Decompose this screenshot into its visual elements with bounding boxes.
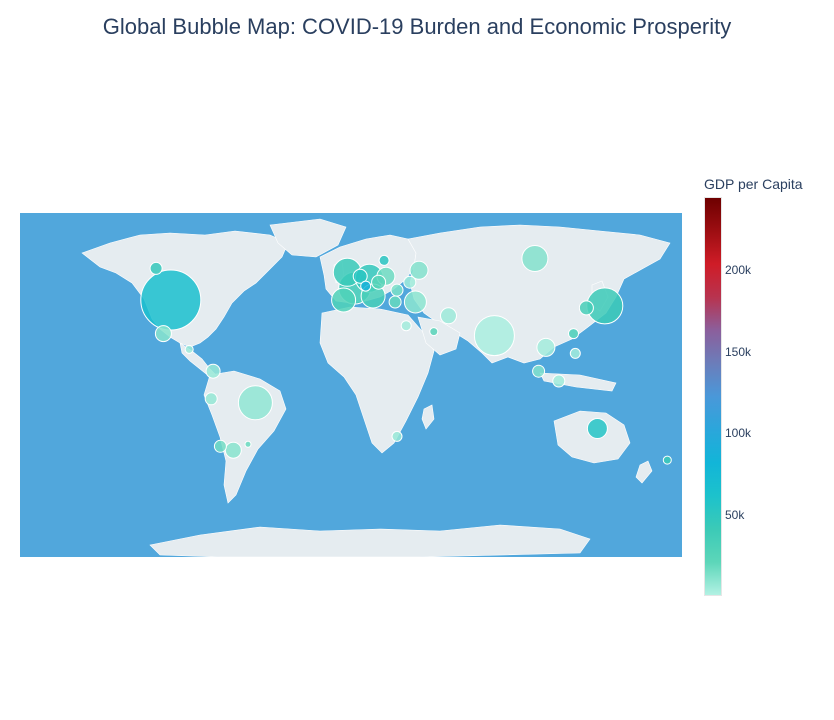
- land-arabia: [417, 316, 461, 356]
- bubble-marker[interactable]: [140, 269, 202, 331]
- bubble-marker[interactable]: [536, 337, 556, 357]
- bubble-marker[interactable]: [352, 268, 368, 284]
- colorbar-tick-label: 150k: [725, 344, 752, 359]
- bubble-marker[interactable]: [552, 374, 566, 388]
- colorbar-tick-label: 100k: [725, 426, 752, 441]
- bubble-marker[interactable]: [429, 327, 439, 337]
- bubble-marker[interactable]: [409, 260, 429, 280]
- bubble-marker[interactable]: [568, 328, 579, 340]
- bubble-marker[interactable]: [378, 254, 390, 266]
- bubble-marker[interactable]: [331, 287, 357, 313]
- land-new-zealand: [635, 460, 653, 484]
- bubble-marker[interactable]: [205, 363, 221, 379]
- bubble-layer: [140, 245, 672, 465]
- bubble-marker[interactable]: [149, 261, 163, 275]
- colorbar-title: GDP per Capita: [704, 176, 803, 192]
- bubble-marker[interactable]: [473, 315, 515, 357]
- bubble-marker[interactable]: [578, 300, 594, 316]
- bubble-marker[interactable]: [204, 392, 218, 406]
- bubble-marker[interactable]: [224, 441, 242, 459]
- land-greenland: [269, 218, 347, 258]
- bubble-marker[interactable]: [569, 347, 581, 359]
- bubble-marker[interactable]: [184, 344, 194, 354]
- bubble-marker[interactable]: [521, 245, 549, 272]
- bubble-marker[interactable]: [532, 364, 546, 378]
- bubble-marker[interactable]: [244, 440, 252, 448]
- world-map[interactable]: [20, 213, 682, 557]
- bubble-marker[interactable]: [440, 307, 457, 325]
- bubble-marker[interactable]: [371, 274, 387, 290]
- bubble-marker[interactable]: [388, 295, 402, 309]
- land-antarctica: [149, 524, 591, 557]
- colorbar: [704, 197, 722, 596]
- bubble-marker[interactable]: [237, 385, 273, 421]
- bubble-marker[interactable]: [403, 290, 427, 314]
- land-madagascar: [421, 404, 435, 430]
- bubble-marker[interactable]: [391, 430, 403, 442]
- bubble-marker[interactable]: [213, 439, 227, 453]
- colorbar-tick-label: 50k: [725, 507, 745, 522]
- bubble-marker[interactable]: [662, 455, 672, 465]
- bubble-marker[interactable]: [586, 418, 608, 439]
- bubble-marker[interactable]: [400, 320, 412, 332]
- bubble-marker[interactable]: [403, 275, 417, 289]
- chart-title: Global Bubble Map: COVID-19 Burden and E…: [102, 14, 732, 39]
- bubble-marker[interactable]: [154, 325, 172, 343]
- colorbar-tick-label: 200k: [725, 263, 752, 278]
- bubble-marker[interactable]: [390, 283, 404, 297]
- bubble-marker[interactable]: [360, 280, 372, 292]
